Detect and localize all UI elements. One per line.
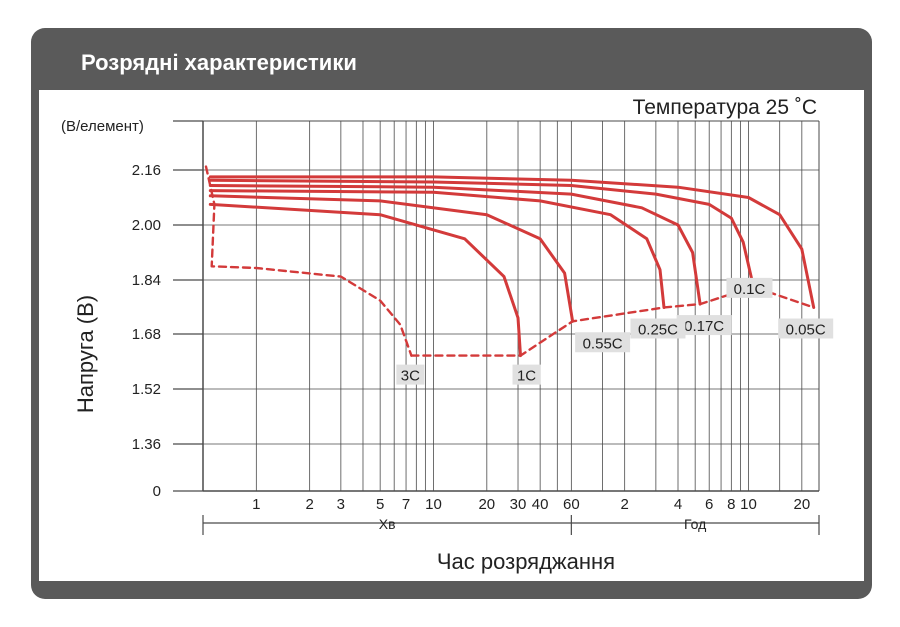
series-line-0-1C [208, 178, 755, 289]
x-tick-label: 40 [532, 496, 549, 513]
x-tick-label: 1 [252, 496, 260, 513]
x-tick-label: 8 [727, 496, 735, 513]
y-tick-label: 1.84 [132, 272, 161, 289]
x-tick-label: 60 [563, 496, 580, 513]
series-label: 0.1C [734, 281, 766, 298]
series-label: 0.05C [786, 322, 826, 339]
header-title: Розрядні характеристики [81, 50, 357, 75]
series-label-bg [676, 315, 732, 336]
y-tick-label: 2.16 [132, 162, 161, 179]
x-tick-label: 6 [705, 496, 713, 513]
x-tick-label: 2 [305, 496, 313, 513]
x-tick-label: 30 [510, 496, 527, 513]
chart-panel: Розрядні характеристики Температура 25 ˚… [31, 28, 872, 599]
series-line-0-17C [208, 184, 702, 306]
x-axis-title: Час розряджання [437, 549, 615, 574]
y-tick-label: 1.36 [132, 436, 161, 453]
y-unit-label: (В/елемент) [61, 118, 144, 135]
x-tick-label: 3 [337, 496, 345, 513]
series [204, 165, 816, 358]
chart-area [39, 90, 864, 581]
series-label: 1C [517, 368, 536, 385]
y-axis-title: Напруга (В) [73, 295, 98, 413]
series-label: 0.17C [684, 318, 724, 335]
series-line-cut-off [410, 285, 815, 357]
series-line-0-55C [208, 194, 575, 323]
discharge-chart: Розрядні характеристики Температура 25 ˚… [31, 28, 872, 599]
series-line-0-05C [208, 175, 816, 309]
series-label-bg [630, 318, 686, 339]
series-line-0-25C [208, 189, 666, 309]
series-label: 3C [401, 368, 420, 385]
series-label: 0.25C [638, 322, 678, 339]
x-tick-label: 20 [478, 496, 495, 513]
series-label-bg [575, 332, 631, 353]
x-tick-label: 7 [402, 496, 410, 513]
x-tick-label: 4 [674, 496, 682, 513]
x-tick-label: 10 [740, 496, 757, 513]
x-tick-label: 2 [621, 496, 629, 513]
series-line-1C [208, 202, 522, 358]
x-tick-label: 10 [425, 496, 442, 513]
series-label-bg [512, 364, 541, 385]
temperature-label: Температура 25 ˚C [633, 96, 817, 119]
y-tick-label: 1.68 [132, 326, 161, 343]
y-tick-label: 2.00 [132, 217, 161, 234]
x-unit-label: Год [684, 516, 706, 532]
x-tick-label: 5 [376, 496, 384, 513]
y-tick-label: 0 [153, 483, 161, 500]
x-unit-label: Хв [379, 516, 396, 532]
series-labels: 0.05C 0.1C 0.17C 0.25C 0.55C 1C 3C [396, 277, 834, 385]
series-label-bg [726, 277, 773, 298]
series-line-3C [204, 165, 413, 357]
series-label-bg [778, 318, 834, 339]
series-label: 0.55C [583, 335, 623, 352]
series-label-bg [396, 364, 425, 385]
y-tick-label: 1.52 [132, 381, 161, 398]
x-tick-label: 20 [793, 496, 810, 513]
